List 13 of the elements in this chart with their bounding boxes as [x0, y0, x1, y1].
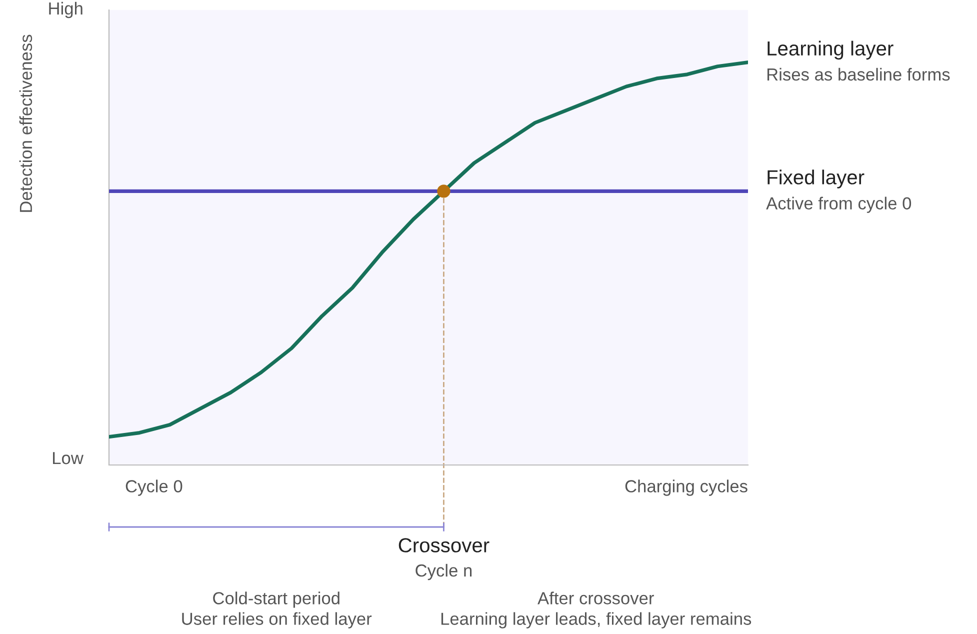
text: Low — [53, 452, 84, 464]
text: Active from cycle 0 — [766, 196, 912, 213]
series-label: Fixed layer — [768, 170, 864, 188]
text: High — [49, 2, 82, 18]
y-axis-title: Detection effectiveness — [19, 34, 32, 212]
text: Rises as baseline forms — [767, 68, 950, 81]
text: Crossover — [398, 538, 490, 552]
x-axis-title: Charging cycles — [625, 480, 748, 496]
series-label: Learning layer — [768, 40, 894, 60]
text: After crossover Learning layer leads, fixed layer remains — [441, 592, 752, 628]
text: Cycle n — [416, 564, 472, 580]
text: Cold-start period User relies on fixed layer — [182, 592, 372, 628]
text: Cycle 0 — [126, 480, 182, 496]
